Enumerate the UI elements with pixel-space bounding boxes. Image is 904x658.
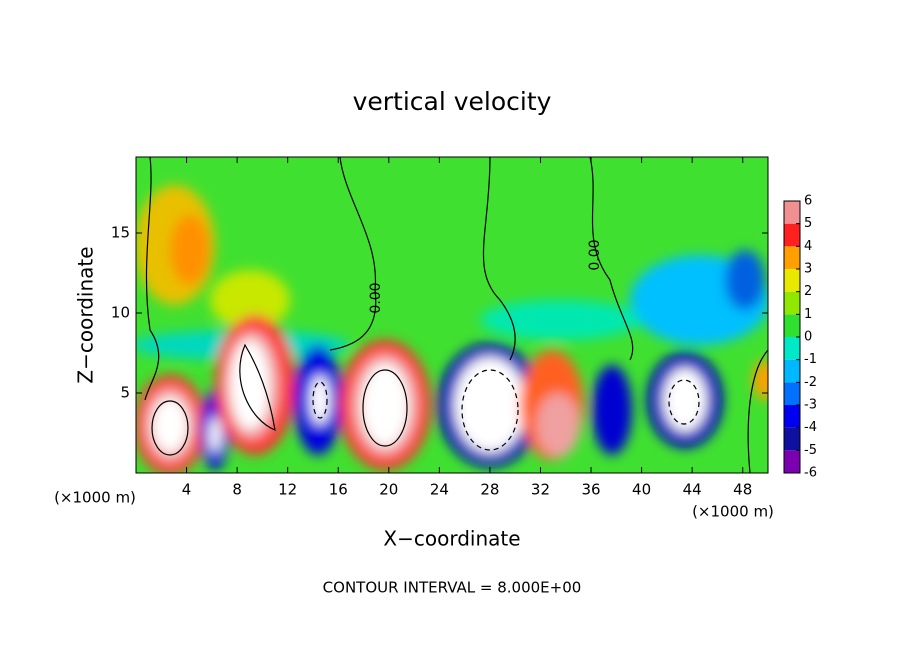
chart-title: vertical velocity [353,87,552,116]
colorbar-band [784,269,800,292]
colorbar-band [784,382,800,405]
colorbar-band [784,450,800,473]
colorbar-tick-label: -1 [804,352,817,367]
colorbar-tick-label: -5 [804,443,817,458]
x-tick-label: 8 [232,481,242,499]
x-tick-label: 16 [329,481,348,499]
x-tick-label: 28 [480,481,499,499]
x-tick-label: 40 [632,481,651,499]
y-tick-label: 10 [111,304,130,322]
colorbar-tick-label: -6 [804,466,817,481]
colorbar-tick-label: 1 [804,307,812,322]
y-tick-label: 15 [111,224,130,242]
colorbar-tick-label: 3 [804,262,812,277]
colorbar-tick-label: -4 [804,420,817,435]
colorbar-tick-label: 6 [804,194,812,209]
x-tick-label: 24 [430,481,449,499]
colorbar-band [784,223,800,247]
colorbar-band [784,337,800,360]
y-tick-label: 5 [120,384,130,402]
contour-label: 0.00 [587,239,603,270]
contour-label: 0.00 [368,282,384,313]
x-tick-label: 12 [278,481,297,499]
unit-label: (×1000 m) [692,503,774,521]
colorbar-band [784,405,800,428]
x-axis-label: X−coordinate [383,527,520,551]
colorbar-tick-label: 4 [804,239,812,254]
x-tick-label: 20 [379,481,398,499]
plot-frame [135,156,769,474]
colorbar-tick-label: 5 [804,216,812,231]
x-tick-label: 4 [182,481,192,499]
colorbar-band [784,427,800,451]
footer-note: CONTOUR INTERVAL = 8.000E+00 [323,579,582,597]
colorbar-band [784,314,800,337]
field [136,157,768,473]
colorbar-tick-label: 0 [804,330,812,345]
colorbar-tick-label: -2 [804,375,817,390]
y-axis-label: Z−coordinate [74,246,98,383]
unit-label: (×1000 m) [54,489,136,507]
x-tick-label: 48 [733,481,752,499]
colorbar-tick-label: -3 [804,398,817,413]
x-tick-label: 44 [683,481,702,499]
colorbar-band [784,291,800,315]
x-tick-label: 32 [531,481,550,499]
colorbar-band [784,359,800,383]
x-tick-label: 36 [581,481,600,499]
colorbar-band [784,246,800,269]
colorbar-band [784,201,800,224]
colorbar-tick-label: 2 [804,284,812,299]
